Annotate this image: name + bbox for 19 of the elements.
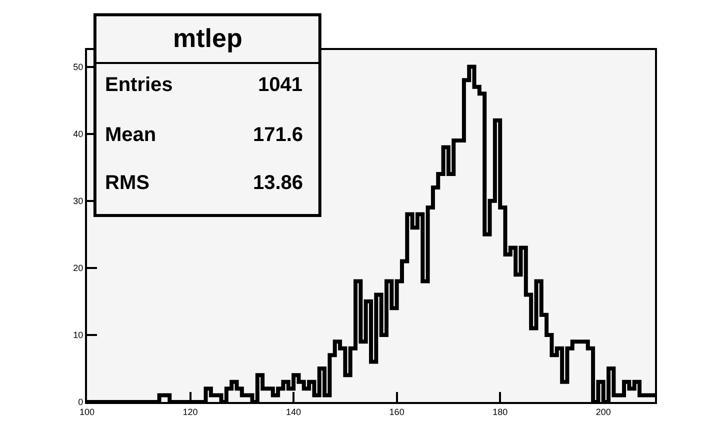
annotation: 13.86 bbox=[253, 172, 304, 194]
annotation: 1041 bbox=[258, 74, 302, 96]
x-tick-label: 200 bbox=[596, 406, 611, 417]
y-tick-label: 40 bbox=[73, 128, 84, 139]
y-tick-label: 50 bbox=[73, 62, 84, 72]
y-tick-label: 0 bbox=[78, 397, 84, 408]
x-tick-label: 140 bbox=[286, 406, 302, 417]
x-tick-label: 120 bbox=[182, 406, 198, 417]
annotation: RMS bbox=[105, 172, 150, 194]
y-tick-label: 30 bbox=[73, 196, 84, 206]
y-tick-label: 20 bbox=[73, 263, 84, 274]
chart-title: mtlep bbox=[173, 23, 242, 53]
annotation: 171.6 bbox=[253, 124, 304, 146]
annotation: Entries bbox=[105, 74, 173, 96]
y-tick-label: 10 bbox=[73, 330, 84, 340]
x-tick-label: 160 bbox=[389, 406, 404, 417]
x-tick-label: 100 bbox=[79, 406, 95, 417]
x-tick-label: 180 bbox=[492, 406, 508, 417]
annotation: Mean bbox=[105, 124, 156, 146]
